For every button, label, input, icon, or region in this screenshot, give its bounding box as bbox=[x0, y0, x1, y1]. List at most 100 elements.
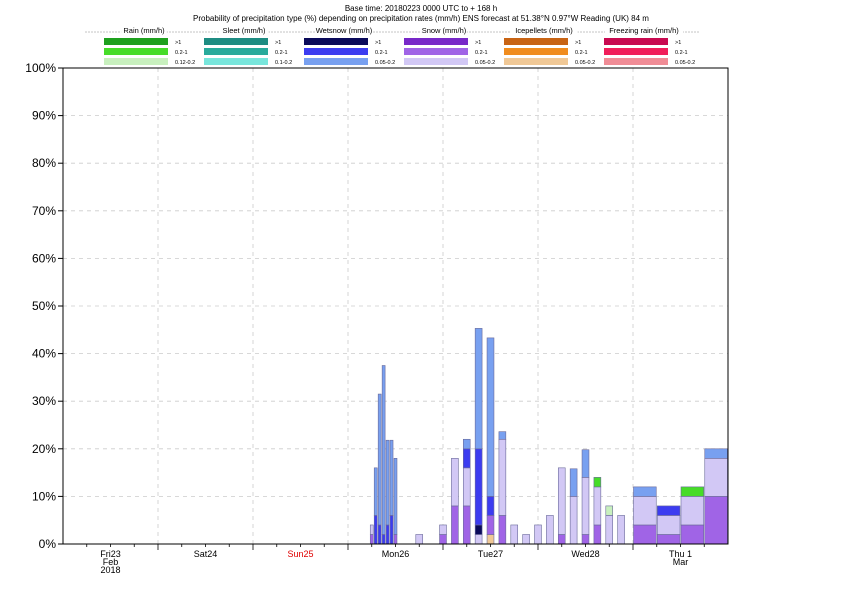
bar-segment-wetsnow-light bbox=[486, 337, 495, 497]
x-tick-label: Mon26 bbox=[382, 549, 410, 559]
bar-segment-snow-light bbox=[462, 467, 471, 507]
legend-swatch bbox=[604, 58, 668, 65]
bar-segment-snow-mod bbox=[393, 534, 398, 545]
legend: Rain (mm/h) >1 0.2-1 0.12-0.2 Sleet (mm/h) >1… bbox=[85, 26, 700, 66]
legend-label: 0.05-0.2 bbox=[475, 60, 495, 66]
bar-segment-snow-light bbox=[415, 534, 424, 545]
bar-segment-snow-light bbox=[546, 515, 554, 545]
bar-segment-snow-light bbox=[569, 496, 578, 545]
y-tick-label: 70% bbox=[32, 204, 56, 218]
legend-swatch bbox=[304, 38, 368, 45]
bar-segment-snow-mod bbox=[593, 524, 602, 545]
bar-segment-wetsnow-light bbox=[373, 467, 378, 516]
legend-swatch bbox=[104, 38, 168, 45]
bar-segment-wetsnow-light bbox=[385, 439, 390, 526]
legend-title-bg bbox=[421, 26, 467, 34]
y-tick-label: 60% bbox=[32, 251, 56, 265]
bar-segment-wetsnow-mod bbox=[474, 448, 483, 526]
legend-title-bg bbox=[510, 26, 578, 34]
legend-title: Wetsnow (mm/h) bbox=[316, 26, 373, 35]
chart-header: Base time: 20180223 0000 UTC to + 168 h … bbox=[0, 4, 842, 24]
legend-label: >1 bbox=[175, 40, 181, 46]
x-tick-label: 2018 bbox=[100, 565, 120, 575]
legend-swatch bbox=[404, 58, 468, 65]
legend-label: 0.1-0.2 bbox=[275, 60, 292, 66]
bar-segment-snow-light bbox=[510, 524, 519, 545]
legend-swatch bbox=[604, 38, 668, 45]
legend-label: 0.05-0.2 bbox=[375, 60, 395, 66]
legend-swatch bbox=[604, 48, 668, 55]
bar-segment-wetsnow-mod bbox=[381, 534, 386, 545]
bar-segment-rain-mod bbox=[680, 486, 705, 497]
bar-segment-wetsnow-light bbox=[633, 486, 657, 497]
bar-segment-wetsnow-light bbox=[393, 458, 398, 535]
bar-segment-rain-light bbox=[605, 505, 614, 516]
bar-segment-snow-mod bbox=[462, 505, 471, 545]
legend-label: 0.12-0.2 bbox=[175, 60, 195, 66]
bar-segment-snow-light bbox=[680, 496, 705, 526]
bar-segment-rain-mod bbox=[593, 477, 602, 488]
bar-segment-wetsnow-mod bbox=[462, 448, 471, 469]
bar-segment-wetsnow-light bbox=[474, 328, 483, 450]
bar-segment-wetsnow-heavy bbox=[474, 524, 483, 535]
legend-label: >1 bbox=[475, 40, 481, 46]
x-tick-label: Fri23 bbox=[100, 549, 121, 559]
legend-label: 0.2-1 bbox=[275, 50, 288, 56]
bar-segment-snow-mod bbox=[451, 505, 459, 545]
axes: 0% 10% 20% 30% 40% 50% 60% 70% 80% 90% 100% Fri23Fe… bbox=[25, 61, 729, 575]
y-tick-label: 100% bbox=[25, 61, 56, 75]
bar-segment-wetsnow-light bbox=[498, 431, 507, 440]
bar-segment-snow-mod bbox=[498, 515, 507, 545]
bar-segment-snow-light bbox=[451, 458, 459, 507]
legend-title: Icepellets (mm/h) bbox=[515, 26, 573, 35]
legend-label: 0.2-1 bbox=[575, 50, 588, 56]
bar-segment-wetsnow-light bbox=[704, 448, 728, 459]
legend-swatch bbox=[304, 48, 368, 55]
y-tick-label: 10% bbox=[32, 489, 56, 503]
legend-swatch bbox=[404, 48, 468, 55]
bar-segment-ice-light bbox=[486, 534, 495, 545]
legend-swatch bbox=[504, 48, 568, 55]
legend-swatch bbox=[204, 38, 268, 45]
bar-segment-wetsnow-light bbox=[462, 438, 471, 450]
bar-segment-wetsnow-mod bbox=[377, 524, 382, 545]
bar-segment-snow-light bbox=[656, 515, 681, 535]
legend-label: >1 bbox=[575, 40, 581, 46]
bar-segment-wetsnow-mod bbox=[486, 496, 495, 516]
bar-segment-snow-light bbox=[522, 534, 530, 545]
bar-segment-snow-light bbox=[498, 438, 507, 516]
y-tick-label: 40% bbox=[32, 347, 56, 361]
bar-segment-wetsnow-light bbox=[381, 365, 386, 535]
bar-segment-snow-mod bbox=[680, 524, 705, 545]
legend-title-bg bbox=[315, 26, 373, 34]
x-tick-label: Sat24 bbox=[194, 549, 218, 559]
bar-segment-wetsnow-light bbox=[377, 393, 382, 526]
legend-swatch bbox=[104, 58, 168, 65]
legend-swatch bbox=[204, 48, 268, 55]
legend-label: 0.05-0.2 bbox=[575, 60, 595, 66]
bar-segment-snow-mod bbox=[439, 534, 447, 545]
header-base-time: Base time: 20180223 0000 UTC to + 168 h bbox=[344, 4, 498, 13]
header-description: Probability of precipitation type (%) de… bbox=[193, 14, 649, 23]
grid bbox=[63, 68, 728, 544]
legend-swatch bbox=[404, 38, 468, 45]
bar-segment-snow-mod bbox=[557, 534, 566, 545]
x-tick-label: Wed28 bbox=[571, 549, 599, 559]
legend-title: Snow (mm/h) bbox=[422, 26, 467, 35]
legend-title: Rain (mm/h) bbox=[123, 26, 165, 35]
legend-label: >1 bbox=[275, 40, 281, 46]
bar-segment-wetsnow-light bbox=[389, 439, 394, 516]
legend-label: >1 bbox=[375, 40, 381, 46]
bar-segment-wetsnow-mod bbox=[385, 524, 390, 545]
x-tick-label: Feb bbox=[103, 557, 119, 567]
bar-segment-snow-light bbox=[633, 496, 657, 526]
bar-segment-snow-light bbox=[369, 524, 374, 535]
legend-swatch bbox=[304, 58, 368, 65]
bar-segment-snow-light bbox=[474, 534, 483, 545]
legend-title: Sleet (mm/h) bbox=[223, 26, 266, 35]
bar-segment-snow-light bbox=[439, 524, 447, 535]
legend-label: 0.05-0.2 bbox=[675, 60, 695, 66]
legend-label: 0.2-1 bbox=[375, 50, 388, 56]
